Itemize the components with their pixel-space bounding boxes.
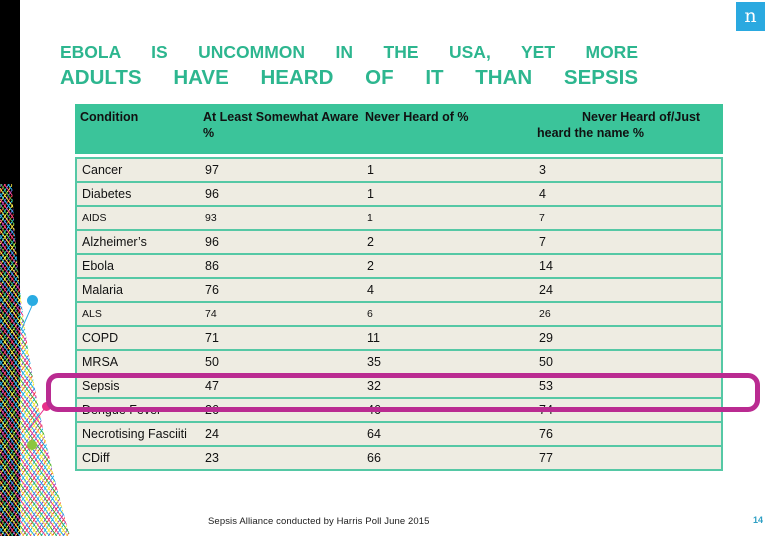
aware-cell: 47 xyxy=(205,379,219,393)
table-header-condition: Condition xyxy=(80,110,139,124)
condition-cell: Sepsis xyxy=(82,379,120,393)
table-row-mrsa: MRSA 50 35 50 xyxy=(77,349,721,373)
condition-cell: ALS xyxy=(82,308,102,320)
condition-cell: AIDS xyxy=(82,212,107,224)
never-heard-just-cell: 7 xyxy=(539,235,546,249)
never-heard-cell: 64 xyxy=(367,427,381,441)
aware-cell: 97 xyxy=(205,163,219,177)
table-header-never-heard: Never Heard of % xyxy=(365,110,469,124)
table-header-never-heard-just: Never Heard of/Just heard the name % xyxy=(537,110,701,140)
table-header-aware: At Least Somewhat Aware % xyxy=(203,110,359,140)
slide-title-line1: EBOLA IS UNCOMMON IN THE USA, YET MORE xyxy=(60,42,638,62)
awareness-table: Cancer 97 1 3 Diabetes 96 1 4 AIDS 93 1 … xyxy=(75,157,723,471)
decorative-mesh-graphic xyxy=(0,182,72,538)
never-heard-just-cell: 4 xyxy=(539,187,546,201)
table-row-copd: COPD 71 11 29 xyxy=(77,325,721,349)
never-heard-just-cell: 14 xyxy=(539,259,553,273)
aware-cell: 86 xyxy=(205,259,219,273)
table-row-als: ALS 74 6 26 xyxy=(77,301,721,325)
table-header-row: Condition At Least Somewhat Aware % Neve… xyxy=(75,104,723,154)
table-row-diabetes: Diabetes 96 1 4 xyxy=(77,181,721,205)
aware-cell: 93 xyxy=(205,212,217,224)
aware-cell: 74 xyxy=(205,308,217,320)
never-heard-cell: 1 xyxy=(367,187,374,201)
never-heard-cell: 4 xyxy=(367,283,374,297)
aware-cell: 76 xyxy=(205,283,219,297)
never-heard-cell: 2 xyxy=(367,259,374,273)
never-heard-just-cell: 29 xyxy=(539,331,553,345)
table-row-ebola: Ebola 86 2 14 xyxy=(77,253,721,277)
aware-cell: 96 xyxy=(205,235,219,249)
never-heard-just-cell: 76 xyxy=(539,427,553,441)
condition-cell: Necrotising Fasciiti xyxy=(82,427,187,441)
decorative-dot-magenta xyxy=(42,402,51,411)
aware-cell: 50 xyxy=(205,355,219,369)
source-attribution: Sepsis Alliance conducted by Harris Poll… xyxy=(208,516,430,527)
sepsis-row-highlight-ring xyxy=(46,373,760,412)
table-row-alzheimers: Alzheimer’s 96 2 7 xyxy=(77,229,721,253)
aware-cell: 96 xyxy=(205,187,219,201)
decorative-dot-cyan xyxy=(27,295,38,306)
page-number: 14 xyxy=(753,515,764,525)
never-heard-cell: 1 xyxy=(367,212,373,224)
never-heard-just-cell: 50 xyxy=(539,355,553,369)
never-heard-cell: 32 xyxy=(367,379,381,393)
condition-cell: Ebola xyxy=(82,259,114,273)
table-row-malaria: Malaria 76 4 24 xyxy=(77,277,721,301)
condition-cell: Malaria xyxy=(82,283,123,297)
never-heard-just-cell: 7 xyxy=(539,212,545,224)
never-heard-just-cell: 26 xyxy=(539,308,551,320)
aware-cell: 71 xyxy=(205,331,219,345)
never-heard-cell: 35 xyxy=(367,355,381,369)
never-heard-just-cell: 53 xyxy=(539,379,553,393)
never-heard-cell: 2 xyxy=(367,235,374,249)
brand-logo-n: n xyxy=(736,2,765,31)
decorative-dot-green xyxy=(27,440,37,450)
condition-cell: Diabetes xyxy=(82,187,132,201)
table-row-necrotising-fasciiti: Necrotising Fasciiti 24 64 76 xyxy=(77,421,721,445)
condition-cell: CDiff xyxy=(82,451,110,465)
aware-cell: 23 xyxy=(205,451,219,465)
never-heard-just-cell: 3 xyxy=(539,163,546,177)
never-heard-just-cell: 24 xyxy=(539,283,553,297)
never-heard-cell: 11 xyxy=(367,331,380,345)
condition-cell: Cancer xyxy=(82,163,123,177)
table-row-cancer: Cancer 97 1 3 xyxy=(77,159,721,181)
table-row-aids: AIDS 93 1 7 xyxy=(77,205,721,229)
never-heard-just-cell: 77 xyxy=(539,451,553,465)
slide-title-line2: ADULTS HAVE HEARD OF IT THAN SEPSIS xyxy=(60,66,638,89)
condition-cell: Alzheimer’s xyxy=(82,235,147,249)
condition-cell: COPD xyxy=(82,331,119,345)
aware-cell: 24 xyxy=(205,427,219,441)
condition-cell: MRSA xyxy=(82,355,119,369)
never-heard-cell: 66 xyxy=(367,451,381,465)
table-row-cdiff: CDiff 23 66 77 xyxy=(77,445,721,469)
slide-title: EBOLA IS UNCOMMON IN THE USA, YET MORE A… xyxy=(60,40,638,92)
never-heard-cell: 6 xyxy=(367,308,373,320)
never-heard-cell: 1 xyxy=(367,163,374,177)
